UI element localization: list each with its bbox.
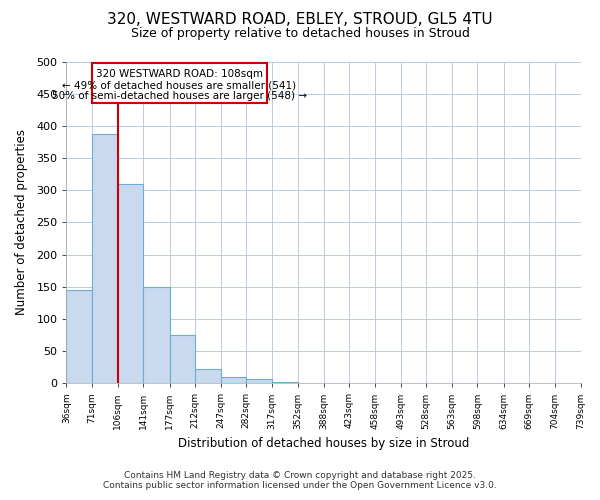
Bar [247, 380, 272, 384]
Text: 50% of semi-detached houses are larger (548) →: 50% of semi-detached houses are larger (… [52, 91, 307, 101]
Text: ← 49% of detached houses are smaller (541): ← 49% of detached houses are smaller (54… [62, 80, 296, 90]
Bar [92, 134, 118, 384]
Y-axis label: Number of detached properties: Number of detached properties [15, 130, 28, 316]
Bar [143, 286, 170, 384]
X-axis label: Distribution of detached houses by size in Stroud: Distribution of detached houses by size … [178, 437, 469, 450]
Bar [67, 290, 92, 384]
Bar [170, 335, 195, 384]
Bar [221, 378, 247, 384]
Text: Size of property relative to detached houses in Stroud: Size of property relative to detached ho… [131, 28, 469, 40]
Bar [195, 369, 221, 384]
FancyBboxPatch shape [92, 63, 267, 104]
Text: 320, WESTWARD ROAD, EBLEY, STROUD, GL5 4TU: 320, WESTWARD ROAD, EBLEY, STROUD, GL5 4… [107, 12, 493, 28]
Text: 320 WESTWARD ROAD: 108sqm: 320 WESTWARD ROAD: 108sqm [96, 69, 263, 79]
Bar [272, 382, 298, 384]
Text: Contains HM Land Registry data © Crown copyright and database right 2025.
Contai: Contains HM Land Registry data © Crown c… [103, 470, 497, 490]
Bar [118, 184, 143, 384]
